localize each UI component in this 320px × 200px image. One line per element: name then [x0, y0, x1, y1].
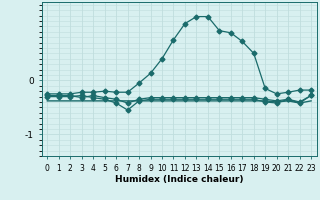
- X-axis label: Humidex (Indice chaleur): Humidex (Indice chaleur): [115, 175, 244, 184]
